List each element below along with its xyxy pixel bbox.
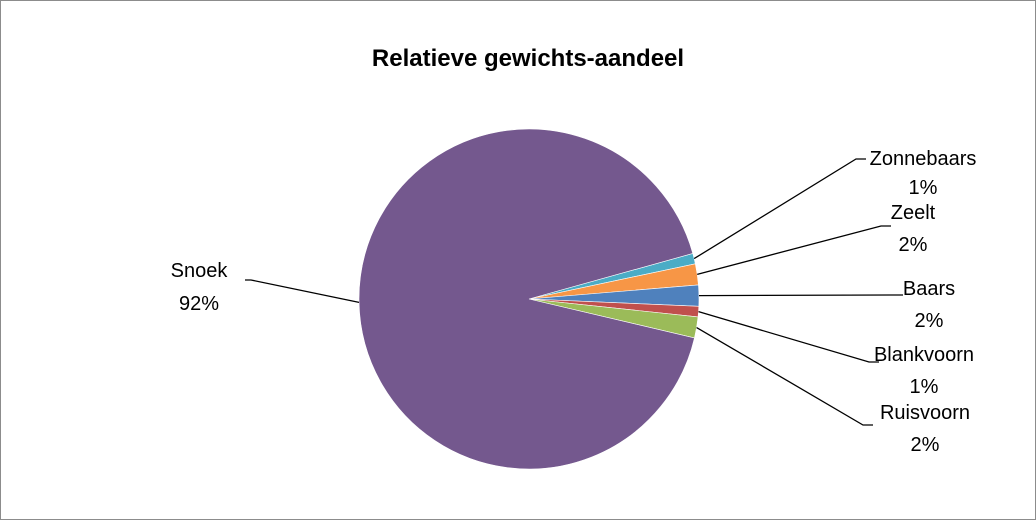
leader-line-baars (698, 294, 903, 297)
data-label-value-snoek: 92% (179, 293, 219, 315)
leader-line-zonnebaars (693, 158, 866, 260)
leader-line-zeelt (697, 225, 891, 275)
data-labels: Zonnebaars 1% Zeelt 2% Baars 2% Blankvoorn 1% Ru… (171, 148, 977, 456)
pie-slice-snoek (358, 128, 695, 470)
data-label-name-snoek: Snoek (171, 260, 229, 282)
pie-slices (358, 128, 700, 470)
data-label-name-blankvoorn: Blankvoorn (874, 344, 974, 366)
data-label-value-baars: 2% (915, 310, 944, 332)
data-label-name-baars: Baars (903, 278, 955, 300)
leader-line-snoek (245, 279, 360, 304)
leader-line-blankvoorn (698, 310, 879, 363)
data-label-name-zeelt: Zeelt (891, 202, 936, 224)
leader-lines (245, 158, 903, 426)
data-label-value-zeelt: 2% (899, 234, 928, 256)
data-label-value-zonnebaars: 1% (909, 177, 938, 199)
leader-line-ruisvoorn (696, 326, 873, 426)
chart-title: Relatieve gewichts-aandeel (372, 45, 684, 72)
data-label-value-ruisvoorn: 2% (911, 434, 940, 456)
data-label-name-zonnebaars: Zonnebaars (870, 148, 977, 170)
data-label-value-blankvoorn: 1% (910, 376, 939, 398)
data-label-name-ruisvoorn: Ruisvoorn (880, 402, 970, 424)
